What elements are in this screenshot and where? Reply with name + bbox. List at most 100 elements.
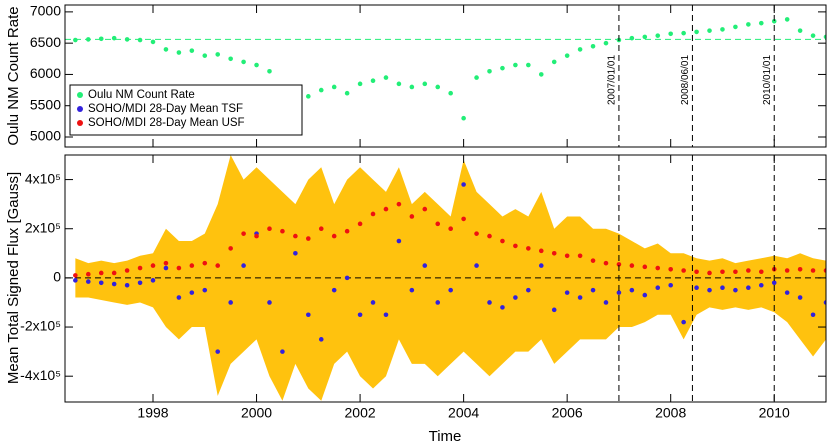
data-point	[331, 84, 337, 90]
data-point	[267, 226, 272, 232]
data-point	[318, 87, 324, 93]
data-point	[707, 287, 712, 293]
data-point	[137, 37, 143, 43]
data-point	[357, 221, 363, 227]
data-point	[616, 290, 622, 295]
data-point	[189, 290, 195, 295]
data-point	[409, 84, 415, 90]
data-point	[228, 56, 233, 62]
data-point	[306, 312, 311, 318]
legend-swatch	[77, 106, 83, 112]
data-point	[383, 75, 389, 80]
y-tick-label: -2x10⁵	[20, 318, 61, 334]
data-point	[280, 349, 285, 354]
y-tick-label: 2x10⁵	[25, 219, 61, 235]
x-tick-label: 2008	[655, 405, 686, 421]
data-point	[603, 260, 609, 266]
plot-layer	[65, 155, 826, 401]
data-point	[163, 265, 169, 271]
data-point	[733, 287, 738, 293]
data-point	[720, 269, 725, 275]
data-point	[176, 265, 182, 271]
data-point	[551, 251, 557, 256]
data-point	[241, 263, 246, 268]
data-point	[461, 115, 466, 121]
data-point	[163, 47, 169, 52]
data-point	[370, 300, 376, 305]
data-point	[176, 295, 182, 300]
data-point	[241, 59, 246, 65]
data-point	[344, 90, 350, 96]
legend-swatch	[77, 92, 83, 98]
data-point	[461, 182, 466, 187]
data-point	[694, 269, 699, 275]
x-axis-label: Time	[429, 428, 462, 445]
data-point	[267, 69, 272, 74]
legend-label: SOHO/MDI 28-Day Mean TSF	[88, 103, 243, 115]
data-point	[758, 269, 764, 275]
data-point	[474, 231, 479, 236]
legend-swatch	[77, 120, 83, 126]
data-point	[85, 271, 91, 277]
data-point	[370, 211, 376, 217]
data-point	[383, 312, 389, 318]
plot-frame	[64, 154, 827, 403]
y-tick-label: 7000	[30, 3, 61, 19]
data-point	[409, 214, 415, 219]
data-point	[810, 33, 816, 38]
plot-layer	[65, 17, 826, 121]
data-point	[629, 263, 635, 268]
data-point	[526, 246, 531, 251]
data-point	[474, 263, 479, 268]
y-tick-label: 5000	[30, 128, 61, 144]
data-point	[73, 273, 78, 278]
data-point	[577, 253, 583, 259]
data-point	[189, 263, 195, 268]
data-point	[526, 287, 531, 293]
data-point	[306, 236, 311, 241]
data-point	[513, 295, 518, 300]
data-point	[293, 233, 298, 239]
data-point	[487, 69, 492, 74]
data-point	[487, 300, 492, 305]
data-point	[344, 275, 350, 281]
data-point	[150, 39, 156, 45]
data-point	[784, 268, 790, 273]
data-point	[124, 37, 130, 42]
data-point	[396, 201, 402, 207]
x-tick-label: 2002	[345, 405, 376, 421]
data-point	[784, 290, 790, 295]
data-point	[797, 266, 803, 272]
data-point	[189, 48, 195, 53]
data-point	[681, 319, 686, 325]
y-tick-label: 4x10⁵	[25, 170, 61, 186]
data-point	[590, 287, 596, 293]
y-tick-label: 0	[53, 269, 61, 285]
data-point	[409, 287, 415, 293]
data-point	[746, 268, 751, 273]
data-point	[137, 280, 143, 286]
data-point	[215, 52, 221, 57]
data-point	[215, 349, 221, 354]
y-tick-label: 6500	[30, 34, 61, 50]
data-point	[642, 34, 648, 40]
data-point	[306, 94, 311, 99]
data-point	[474, 75, 479, 80]
data-point	[124, 282, 130, 288]
data-point	[823, 34, 826, 40]
data-point	[422, 81, 428, 87]
data-point	[448, 226, 453, 232]
data-point	[551, 307, 557, 313]
data-point	[642, 292, 648, 298]
data-point	[564, 290, 570, 295]
data-point	[603, 300, 609, 305]
data-point	[823, 300, 826, 305]
data-point	[720, 27, 725, 32]
data-point	[564, 253, 570, 259]
data-point	[823, 268, 826, 273]
x-tick-label: 2006	[552, 405, 583, 421]
data-point	[370, 78, 376, 83]
data-point	[448, 287, 453, 293]
date-marker-label: 2010/01/01	[762, 55, 773, 105]
